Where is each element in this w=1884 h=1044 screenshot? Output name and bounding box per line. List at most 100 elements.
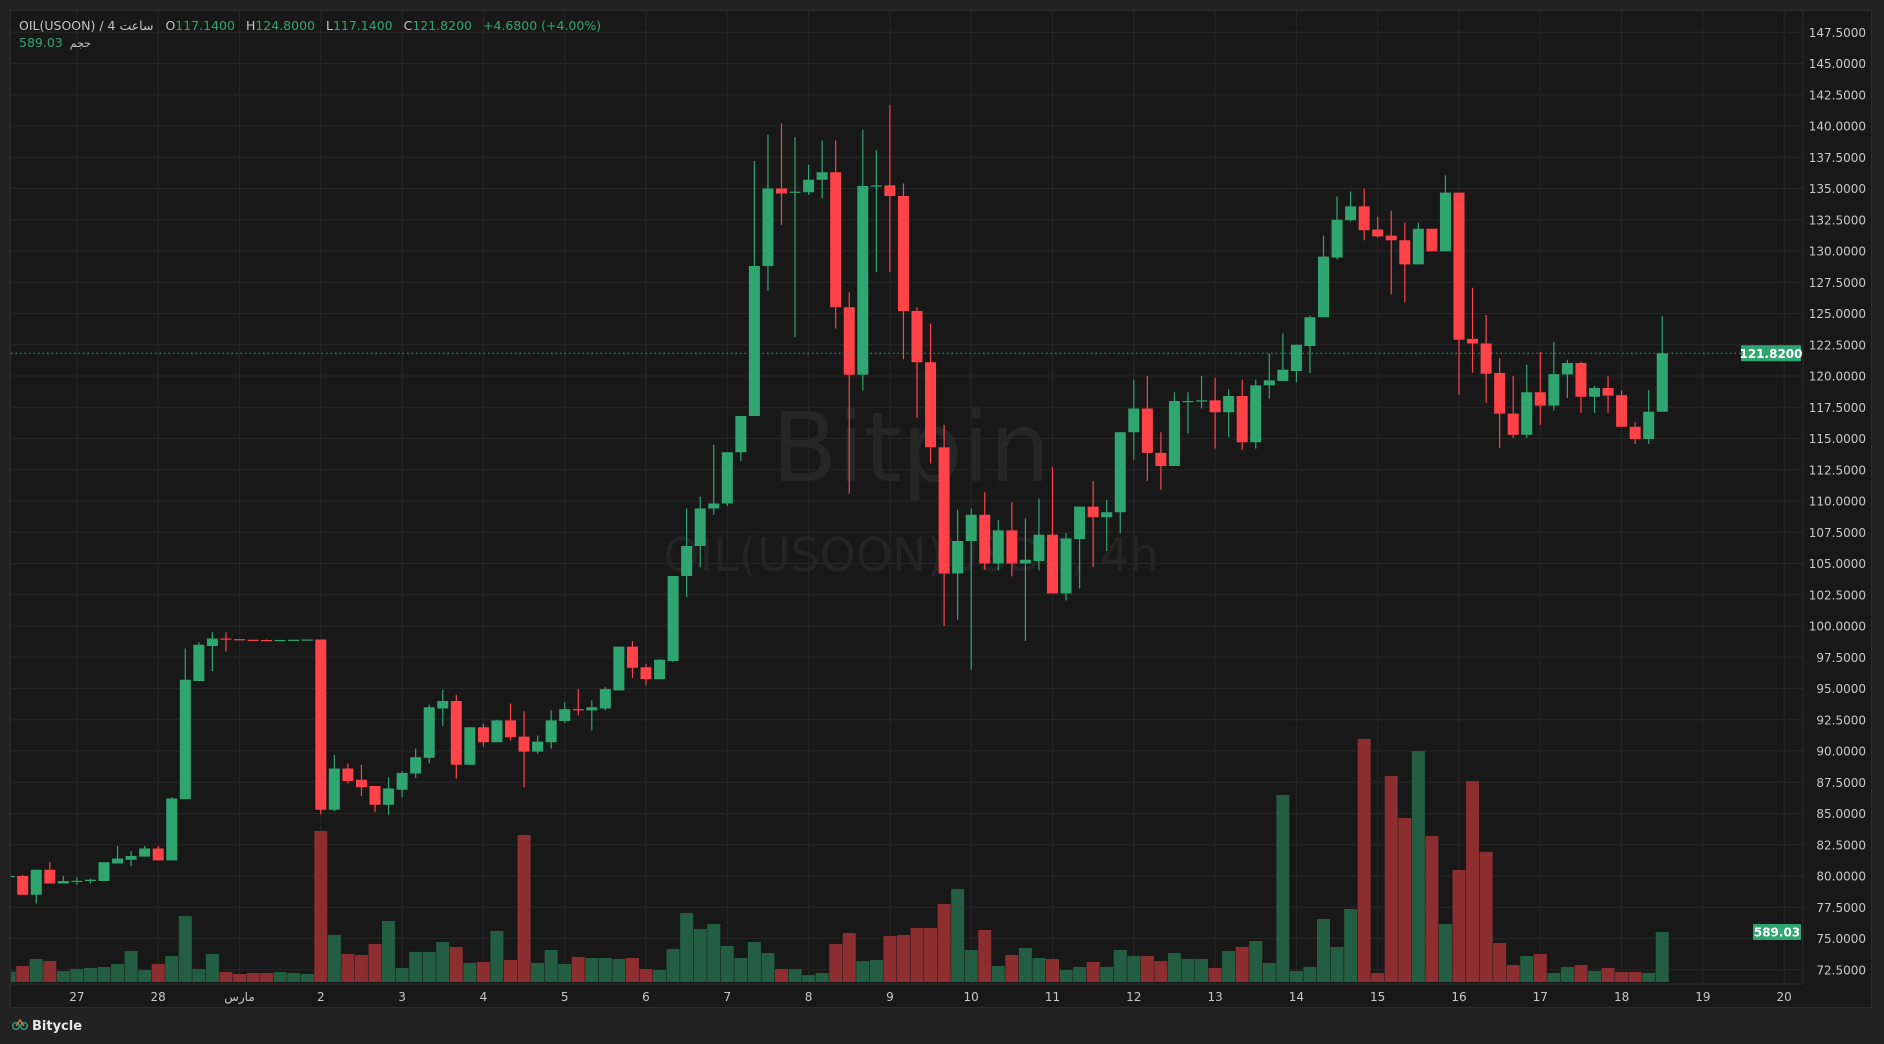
volume-bar[interactable] — [178, 915, 192, 982]
candle[interactable] — [1453, 192, 1465, 395]
volume-bar[interactable] — [896, 934, 910, 982]
volume-bar[interactable] — [395, 967, 409, 982]
candle[interactable] — [776, 123, 787, 225]
volume-bar[interactable] — [56, 970, 70, 982]
volume-bar[interactable] — [639, 969, 653, 982]
candle[interactable] — [843, 292, 855, 494]
price-axis[interactable]: 72.5000 75.0000 77.5000 80.0000 82.5000 85.00… — [1809, 26, 1866, 978]
candle[interactable] — [1223, 389, 1235, 438]
candle[interactable] — [17, 874, 29, 895]
candle[interactable] — [98, 862, 110, 881]
volume-bar[interactable] — [653, 970, 667, 982]
volume-bar[interactable] — [151, 964, 165, 982]
candle[interactable] — [870, 150, 882, 273]
volume-bar[interactable] — [910, 928, 924, 982]
volume-bar[interactable] — [1046, 958, 1059, 982]
candle[interactable] — [396, 771, 408, 798]
candle[interactable] — [1277, 333, 1289, 382]
volume-bar[interactable] — [937, 903, 951, 982]
volume-bar[interactable] — [368, 943, 382, 982]
candle[interactable] — [166, 797, 178, 861]
volume-bar[interactable] — [571, 956, 585, 982]
footer-brand[interactable]: Bitycle — [12, 1016, 82, 1036]
volume-bar[interactable] — [924, 928, 938, 982]
volume-bar[interactable] — [1533, 953, 1547, 982]
volume-bar[interactable] — [1344, 908, 1358, 982]
volume-bar[interactable] — [1371, 973, 1385, 982]
candle[interactable] — [1331, 196, 1343, 260]
candle[interactable] — [261, 639, 273, 642]
volume-bar[interactable] — [598, 957, 612, 982]
candle[interactable] — [762, 134, 774, 291]
volume-bar[interactable] — [327, 934, 341, 982]
candle[interactable] — [518, 711, 530, 788]
volume-bar[interactable] — [124, 951, 138, 982]
volume-bar[interactable] — [1574, 965, 1588, 982]
volume-bar[interactable] — [625, 957, 639, 982]
candle[interactable] — [1209, 377, 1221, 449]
volume-bar[interactable] — [1140, 956, 1154, 982]
volume-bar[interactable] — [1493, 943, 1507, 982]
volume-bar[interactable] — [734, 957, 748, 982]
volume-bar[interactable] — [341, 953, 355, 982]
candle[interactable] — [789, 137, 801, 338]
candle[interactable] — [125, 851, 137, 866]
candle[interactable] — [1168, 392, 1180, 466]
volume-bar[interactable] — [97, 966, 111, 982]
candle[interactable] — [572, 689, 584, 716]
volume-bar[interactable] — [802, 975, 816, 982]
volume-bar[interactable] — [83, 967, 97, 982]
candle[interactable] — [71, 877, 83, 885]
candle[interactable] — [1399, 222, 1411, 303]
volume-bar[interactable] — [504, 960, 517, 982]
candle[interactable] — [897, 183, 909, 360]
candle[interactable] — [193, 642, 205, 681]
volume-bar[interactable] — [1506, 965, 1520, 982]
volume-bar[interactable] — [1154, 961, 1168, 982]
volume-bar[interactable] — [1357, 738, 1371, 982]
candle[interactable] — [84, 878, 96, 884]
volume-bar[interactable] — [1398, 817, 1412, 982]
candle[interactable] — [11, 875, 15, 879]
volume-bar[interactable] — [1384, 775, 1398, 982]
volume-bar[interactable] — [436, 942, 450, 982]
volume-bar[interactable] — [1018, 947, 1032, 982]
candle[interactable] — [1141, 376, 1153, 481]
volume-bar[interactable] — [1438, 924, 1452, 982]
candle[interactable] — [112, 846, 124, 864]
candle[interactable] — [1480, 315, 1492, 403]
volume-bar[interactable] — [490, 930, 504, 982]
candle[interactable] — [1128, 379, 1140, 460]
candle[interactable] — [437, 689, 449, 726]
volume-bar[interactable] — [165, 956, 179, 982]
candle[interactable] — [979, 492, 991, 570]
volume-bar[interactable] — [1547, 973, 1561, 982]
chart-panel[interactable]: OIL(USOON) / 4 ساعت O117.1400 H124.8000 … — [10, 10, 1872, 1008]
candle[interactable] — [1385, 210, 1397, 295]
volume-bar[interactable] — [1588, 970, 1601, 982]
volume-bar[interactable] — [1560, 966, 1574, 982]
volume-bar[interactable] — [43, 960, 57, 982]
volume-bar[interactable] — [856, 961, 870, 982]
candle[interactable] — [342, 763, 354, 784]
volume-bar[interactable] — [16, 965, 30, 982]
volume-bar[interactable] — [585, 957, 599, 982]
candle[interactable] — [1006, 502, 1018, 577]
candle[interactable] — [830, 140, 842, 329]
volume-bar[interactable] — [1452, 870, 1466, 982]
candle[interactable] — [179, 648, 191, 800]
candle[interactable] — [708, 444, 720, 515]
volume-bar[interactable] — [449, 947, 463, 982]
volume-bar[interactable] — [382, 920, 396, 982]
candle[interactable] — [667, 576, 679, 663]
candle[interactable] — [735, 416, 747, 461]
volume-bar[interactable] — [287, 973, 301, 982]
volume-bar[interactable] — [1655, 931, 1669, 982]
candle[interactable] — [450, 694, 462, 779]
time-axis[interactable]: 27 28 مارس 2 3 4 5 6 7 8 9 10 11 12 13 14 15 16 17 18 19 20 — [69, 990, 1792, 1005]
volume-bar[interactable] — [747, 942, 761, 982]
candle[interactable] — [654, 659, 666, 680]
candle[interactable] — [139, 846, 151, 857]
candle[interactable] — [410, 748, 422, 778]
